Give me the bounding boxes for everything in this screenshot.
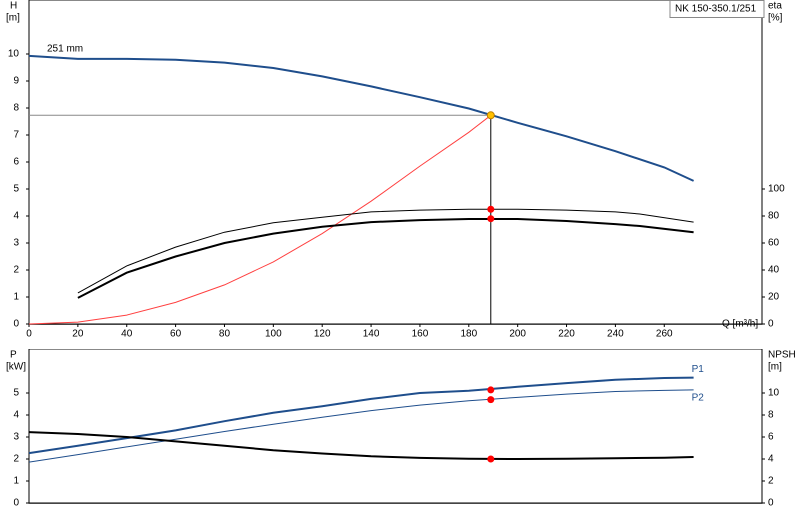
y2-axis-unit: [%] xyxy=(768,13,783,24)
series-line xyxy=(28,376,694,455)
y-tick-label: 4 xyxy=(13,211,19,222)
x-tick-label: 220 xyxy=(558,329,575,340)
y-tick-label: 1 xyxy=(13,476,19,487)
y-tick-label: 0 xyxy=(13,498,19,509)
y-tick-label: 0 xyxy=(13,319,19,330)
y2-tick-label: 40 xyxy=(768,265,780,276)
chart-title: NK 150-350.1/251 xyxy=(675,4,757,15)
y2-axis-unit: [m] xyxy=(768,362,782,373)
x-tick-label: 240 xyxy=(607,329,624,340)
series-line xyxy=(28,54,695,182)
x-tick-label: 140 xyxy=(363,329,380,340)
y2-axis-label: NPSH xyxy=(768,350,796,361)
y2-tick-label: 0 xyxy=(768,498,774,509)
y2-tick-label: 4 xyxy=(768,454,774,465)
duty-point xyxy=(487,455,495,463)
y2-tick-label: 0 xyxy=(768,319,774,330)
y2-tick-label: 8 xyxy=(768,410,774,421)
duty-point xyxy=(487,215,495,223)
y2-tick-label: 60 xyxy=(768,238,780,249)
duty-point xyxy=(486,111,495,120)
series-label: P1 xyxy=(692,364,705,375)
y-tick-label: 1 xyxy=(13,292,19,303)
y2-axis-label: eta xyxy=(768,1,782,12)
y-tick-label: 9 xyxy=(13,76,19,87)
x-tick-label: 100 xyxy=(265,329,282,340)
y2-tick-label: 100 xyxy=(768,184,785,195)
series-line xyxy=(77,218,694,299)
duty-point xyxy=(487,205,495,213)
x-tick-label: 180 xyxy=(460,329,477,340)
x-tick-label: 160 xyxy=(412,329,429,340)
y-tick-label: 7 xyxy=(13,130,19,141)
y-axis-label: H xyxy=(10,1,17,12)
y-axis-unit: [kW] xyxy=(6,362,26,373)
plot-frame xyxy=(28,349,763,504)
series-line xyxy=(28,114,492,325)
y-tick-label: 5 xyxy=(13,388,19,399)
y-tick-label: 5 xyxy=(13,184,19,195)
y-axis-label: P xyxy=(10,350,17,361)
y-tick-label: 2 xyxy=(13,265,19,276)
duty-point xyxy=(487,386,495,394)
x-tick-label: 120 xyxy=(314,329,331,340)
y-tick-label: 10 xyxy=(8,49,20,60)
y-tick-label: 3 xyxy=(13,432,19,443)
y2-tick-label: 6 xyxy=(768,432,774,443)
series-line xyxy=(28,431,694,461)
duty-point xyxy=(487,396,495,404)
y2-tick-label: 20 xyxy=(768,292,780,303)
title-box xyxy=(669,0,765,18)
y2-tick-label: 2 xyxy=(768,476,774,487)
y-tick-label: 8 xyxy=(13,103,19,114)
x-tick-label: 40 xyxy=(121,329,133,340)
series-line xyxy=(77,208,694,294)
series-line xyxy=(28,389,694,463)
x-tick-label: 60 xyxy=(170,329,182,340)
y-axis-unit: [m] xyxy=(6,13,20,24)
y-tick-label: 2 xyxy=(13,454,19,465)
y-tick-label: 3 xyxy=(13,238,19,249)
series-label: P2 xyxy=(692,393,705,404)
x-tick-label: 0 xyxy=(26,329,32,340)
x-tick-label: 80 xyxy=(219,329,231,340)
curve-annotation: 251 mm xyxy=(47,44,83,55)
y2-tick-label: 80 xyxy=(768,211,780,222)
x-axis-label: Q [m³/h] xyxy=(722,319,758,330)
x-tick-label: 200 xyxy=(509,329,526,340)
y-tick-label: 4 xyxy=(13,410,19,421)
y2-tick-label: 10 xyxy=(768,388,780,399)
y-tick-label: 6 xyxy=(13,157,19,168)
x-tick-label: 20 xyxy=(72,329,84,340)
x-tick-label: 260 xyxy=(656,329,673,340)
